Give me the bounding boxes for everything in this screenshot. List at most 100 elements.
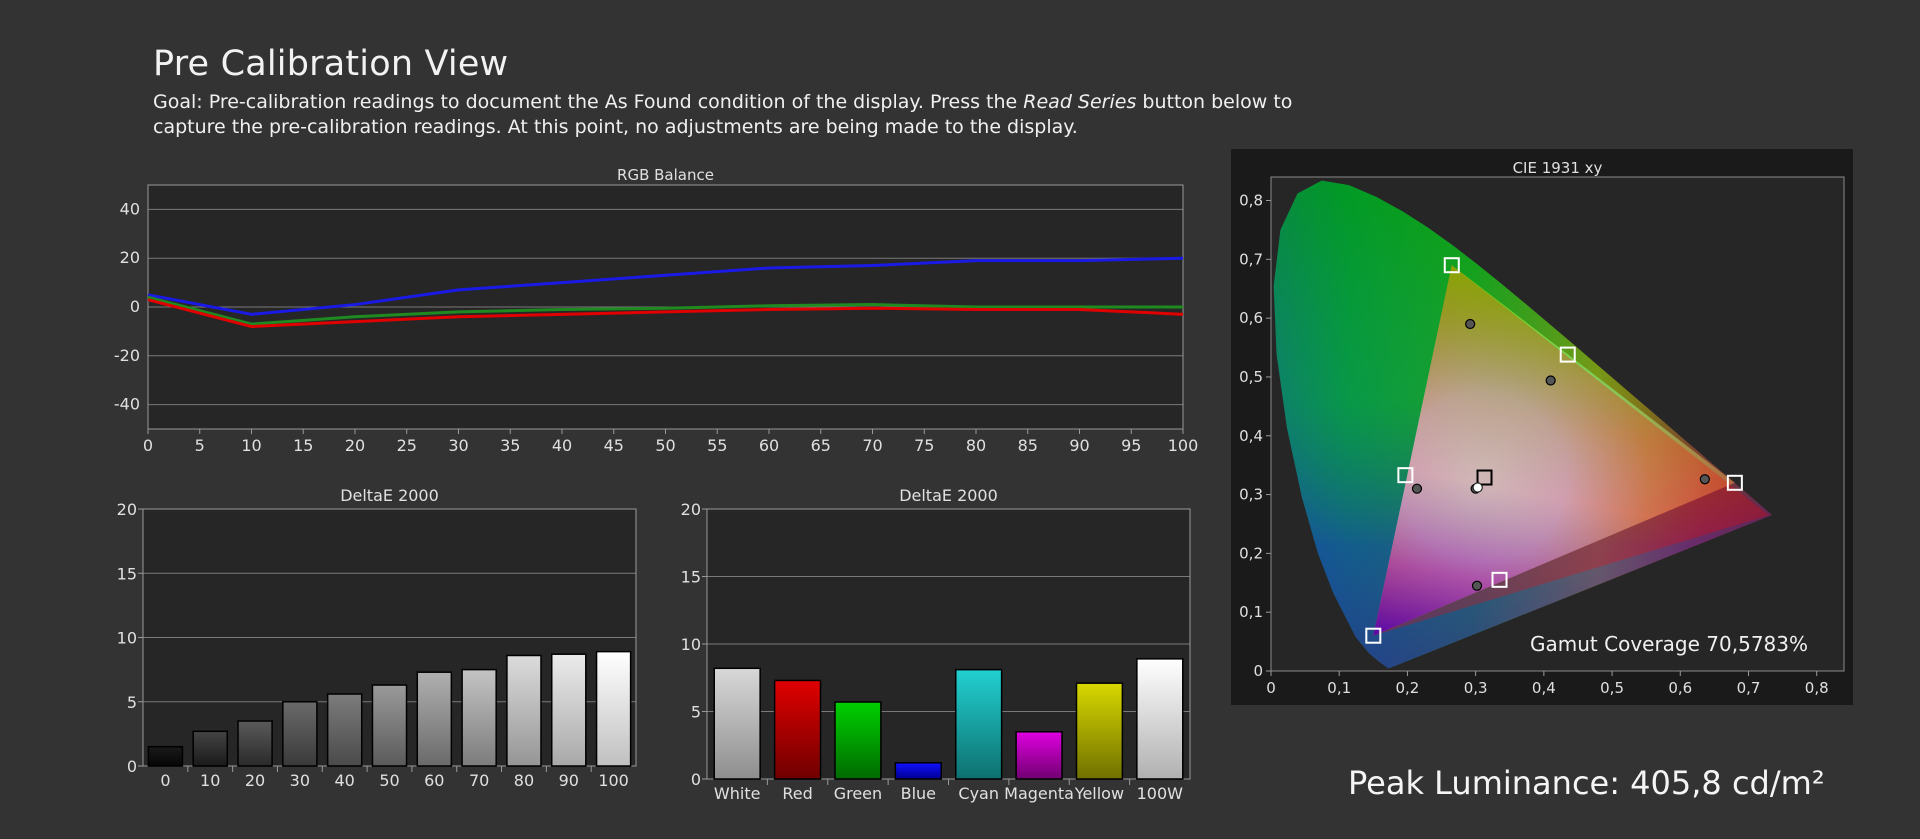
cie-measured-point [1465,318,1476,330]
deltae-bar [550,653,587,767]
deltae-category-label: 90 [559,771,579,790]
deltae-category-label: 40 [335,771,355,790]
deltae-category-label: Cyan [958,784,999,803]
cie-target-box [1726,474,1743,491]
cie-xtick-label: 0,2 [1395,679,1419,697]
deltae-ytick-label: 0 [691,770,701,789]
deltae-bar [461,668,497,767]
deltae-bar [506,654,542,767]
deltae-ytick-label: 10 [681,635,701,654]
cie-chart-title: CIE 1931 xy [1513,159,1603,177]
rgb-xtick-label: 55 [707,436,727,455]
cie-ytick-label: 0 [1253,662,1263,680]
deltae-bar [147,745,184,767]
rgb-xtick-label: 65 [811,436,831,455]
deltae-category-label: 100 [598,771,629,790]
deltae-category-label: 0 [160,771,170,790]
cie-target-box [1559,346,1576,363]
deltae-category-label: Red [782,784,812,803]
cie-target-box [1365,627,1382,644]
deltae-ytick-label: 5 [691,703,701,722]
cie-ytick-label: 0,5 [1239,368,1263,386]
goal-description: Goal: Pre-calibration readings to docume… [153,91,1293,138]
cie-xtick-label: 0,8 [1805,679,1829,697]
gamut-coverage-label: Gamut Coverage 70,5783% [1530,632,1808,656]
deltae-category-label: 80 [514,771,534,790]
peak-luminance: Peak Luminance: 405,8 cd/m² [1348,764,1825,802]
deltae-ytick-label: 5 [127,693,137,712]
cie-target-box [1443,257,1460,274]
rgb-xtick-label: 40 [552,436,572,455]
rgb-xtick-label: 50 [655,436,675,455]
rgb-xtick-label: 100 [1168,436,1199,455]
deltae-ytick-label: 15 [681,568,701,587]
deltae-category-label: 50 [379,771,399,790]
rgb-series-line [147,256,1184,316]
rgb-xtick-label: 15 [293,436,313,455]
cie-xtick-label: 0,1 [1327,679,1351,697]
cie-measured-point [1411,483,1423,494]
deltae-category-label: 10 [200,771,220,790]
cie-white-point [1472,482,1483,493]
cie-target-box [1491,571,1508,588]
deltae-category-label: 100W [1137,784,1184,803]
cie-target-gamut [1373,265,1769,636]
rgb-ytick-label: -20 [114,346,140,365]
deltae-chart-title: DeltaE 2000 [899,486,998,505]
deltae-category-label: Blue [901,784,936,803]
rgb-ytick-label: -40 [114,395,140,414]
cie-measured-point [1545,375,1556,386]
deltae-category-label: 70 [469,771,489,790]
rgb-xtick-label: 95 [1121,436,1141,455]
rgb-xtick-label: 75 [914,436,934,455]
rgb-series-line [147,298,1184,329]
deltae-category-label: Yellow [1074,784,1124,803]
deltae-chart-title: DeltaE 2000 [340,486,439,505]
deltae-ytick-label: 0 [127,757,137,776]
deltae-bar [416,671,453,767]
cie-ytick-label: 0,1 [1239,603,1263,621]
deltae-bar [282,701,318,767]
deltae-bar [834,701,882,780]
deltae-category-label: 60 [424,771,444,790]
cie-ytick-label: 0,2 [1239,544,1263,562]
read-series-reference: Read Series [1023,91,1137,113]
cie-target-box [1397,467,1414,484]
cie-xtick-label: 0,7 [1737,679,1761,697]
cie-ytick-label: 0,4 [1239,427,1263,445]
rgb-xtick-label: 85 [1018,436,1038,455]
cie-measured-point [1471,580,1483,591]
cie-ytick-label: 0,6 [1239,309,1263,327]
deltae-bar [371,684,408,767]
deltae-ytick-label: 15 [117,564,137,583]
cie-xtick-label: 0,6 [1668,679,1692,697]
rgb-xtick-label: 25 [397,436,417,455]
deltae-bar [1075,682,1124,780]
cie-measured-point [1699,474,1710,485]
deltae-bar [713,667,761,780]
rgb-xtick-label: 35 [500,436,520,455]
cie-xtick-label: 0,3 [1464,679,1488,697]
deltae-bar [595,650,632,767]
deltae-bar [954,668,1003,780]
rgb-ytick-label: 20 [120,248,140,267]
rgb-xtick-label: 80 [966,436,986,455]
deltae-category-label: 30 [290,771,310,790]
cie-target-box [1476,469,1493,486]
deltae-bar [894,762,943,780]
rgb-xtick-label: 5 [195,436,205,455]
rgb-xtick-label: 60 [759,436,779,455]
cie-ytick-label: 0,3 [1239,486,1263,504]
cie-xtick-label: 0,5 [1600,679,1624,697]
cie-xtick-label: 0,4 [1532,679,1556,697]
deltae-bar [773,679,822,780]
deltae-category-label: 20 [245,771,265,790]
cie-ytick-label: 0,7 [1239,250,1263,268]
deltae-ytick-label: 10 [117,629,137,648]
rgb-series-line [147,295,1183,326]
gamut-coverage-box [1505,630,1833,658]
deltae-bar [192,730,229,767]
rgb-chart-title: RGB Balance [617,166,714,184]
rgb-ytick-label: 40 [120,199,140,218]
